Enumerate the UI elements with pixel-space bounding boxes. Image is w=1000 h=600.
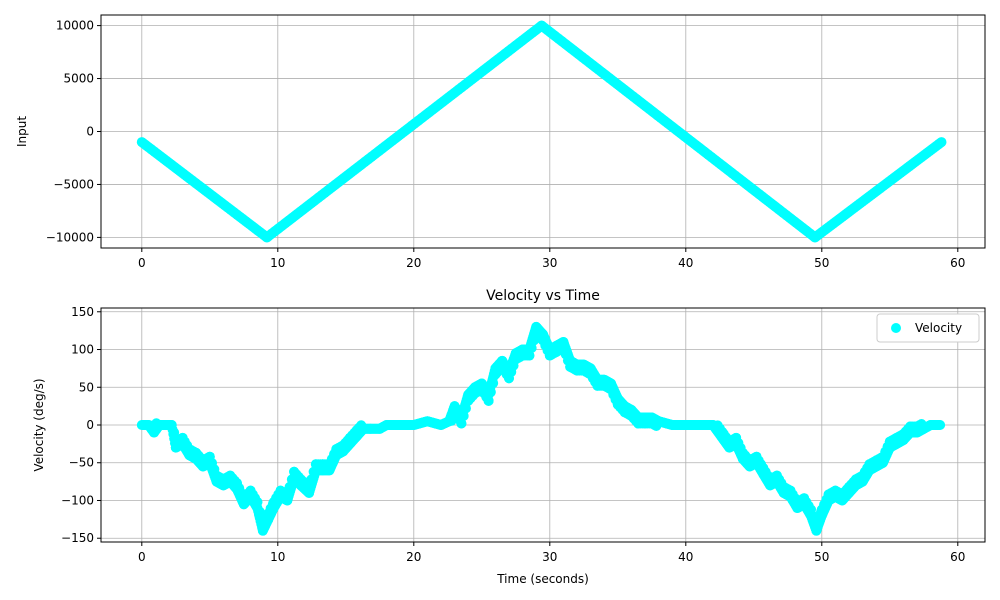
input-y-tick-label: 10000 bbox=[56, 19, 94, 33]
velocity-data-point bbox=[488, 378, 499, 389]
input-y-tick-label: −10000 bbox=[46, 230, 94, 244]
velocity-data-point bbox=[252, 496, 263, 507]
velocity-subplot: 0 10 20 30 40 50 60 −150 −100 −50 0 50 100 150 Time (s… bbox=[32, 288, 986, 586]
input-x-tick-label: 0 bbox=[138, 256, 146, 270]
velocity-data-point bbox=[460, 403, 471, 414]
velocity-data-point bbox=[169, 427, 180, 438]
input-subplot: 0 10 20 30 40 50 60 −10000 −5000 0 5000 10000 Input bbox=[15, 14, 986, 270]
input-x-tick-label: 20 bbox=[406, 256, 421, 270]
velocity-data-point bbox=[254, 506, 265, 517]
velocity-data-point bbox=[458, 410, 469, 421]
input-x-tick-label: 10 bbox=[270, 256, 285, 270]
velocity-data-point bbox=[456, 418, 467, 429]
input-x-tick-label: 30 bbox=[542, 256, 557, 270]
velocity-data-point bbox=[526, 343, 537, 354]
velocity-x-tick-label: 30 bbox=[542, 550, 557, 564]
velocity-y-axis-label: Velocity (deg/s) bbox=[32, 378, 46, 471]
velocity-x-tick-label: 0 bbox=[138, 550, 146, 564]
velocity-x-tick-label: 60 bbox=[950, 550, 965, 564]
velocity-x-tick-label: 10 bbox=[270, 550, 285, 564]
velocity-x-tick-label: 50 bbox=[814, 550, 829, 564]
velocity-x-tick-label: 40 bbox=[678, 550, 693, 564]
velocity-data-point bbox=[483, 395, 494, 406]
velocity-y-tick-label: −150 bbox=[61, 531, 94, 545]
velocity-y-tick-label: 0 bbox=[86, 418, 94, 432]
input-subplot-y-axis-label: Input bbox=[15, 116, 29, 147]
velocity-y-tick-label: −100 bbox=[61, 493, 94, 507]
velocity-y-tick-label: 50 bbox=[79, 380, 94, 394]
velocity-points bbox=[136, 321, 946, 536]
velocity-y-tick-label: 100 bbox=[71, 343, 94, 357]
velocity-chart-title: Velocity vs Time bbox=[486, 288, 600, 304]
velocity-x-axis-label: Time (seconds) bbox=[496, 572, 589, 586]
velocity-data-point bbox=[485, 387, 496, 398]
velocity-legend: Velocity bbox=[876, 313, 980, 343]
input-x-tick-label: 60 bbox=[950, 256, 965, 270]
input-points bbox=[136, 20, 947, 243]
velocity-y-tick-label: 150 bbox=[71, 305, 94, 319]
velocity-x-tick-label: 20 bbox=[406, 550, 421, 564]
legend-label-velocity: Velocity bbox=[915, 321, 962, 335]
input-y-tick-label: −5000 bbox=[53, 177, 94, 191]
input-y-tick-label: 5000 bbox=[63, 72, 94, 86]
velocity-data-point bbox=[524, 350, 535, 361]
legend-box bbox=[876, 313, 980, 343]
input-x-tick-label: 40 bbox=[678, 256, 693, 270]
velocity-y-tick-label: −50 bbox=[69, 456, 94, 470]
input-x-tick-label: 50 bbox=[814, 256, 829, 270]
input-y-tick-label: 0 bbox=[86, 125, 94, 139]
legend-marker-velocity bbox=[891, 323, 901, 333]
input-data-point bbox=[936, 137, 947, 148]
velocity-data-point bbox=[935, 420, 946, 430]
